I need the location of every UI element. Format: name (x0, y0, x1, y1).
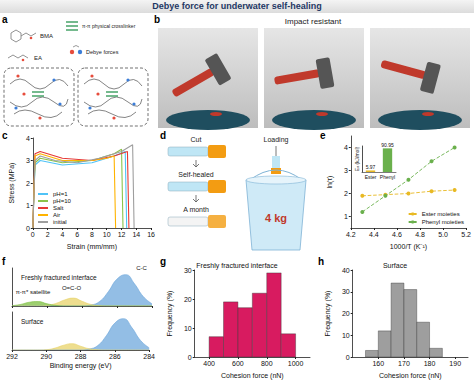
html-text:c: c (2, 130, 8, 141)
svg-text:4.8: 4.8 (415, 231, 425, 238)
svg-text:π-π* satellite: π-π* satellite (16, 289, 51, 295)
svg-text:Salt: Salt (53, 205, 64, 211)
svg-text:0: 0 (188, 354, 192, 361)
svg-text:10: 10 (184, 325, 192, 332)
svg-text:40: 40 (342, 267, 350, 274)
svg-text:Ester moieties: Ester moieties (422, 211, 460, 217)
svg-text:initial: initial (53, 219, 67, 225)
svg-text:Surface: Surface (21, 318, 44, 325)
svg-text:90.95: 90.95 (381, 142, 394, 148)
svg-text:Frequency (%): Frequency (%) (324, 291, 332, 337)
svg-text:Ester: Ester (365, 174, 377, 180)
svg-text:1000/T (K⁻¹): 1000/T (K⁻¹) (390, 243, 427, 251)
svg-text:3: 3 (26, 157, 30, 164)
svg-text:1000: 1000 (288, 360, 304, 367)
svg-text:Self-healed: Self-healed (178, 171, 214, 178)
svg-text:π-π physical crosslinker: π-π physical crosslinker (82, 23, 136, 29)
svg-text:800: 800 (261, 360, 273, 367)
svg-text:Cut: Cut (191, 136, 202, 143)
svg-text:Surface: Surface (383, 262, 407, 269)
svg-text:Impact resistant: Impact resistant (285, 17, 342, 26)
svg-text:4.4: 4.4 (369, 231, 379, 238)
svg-text:290: 290 (40, 353, 52, 360)
svg-text:0: 0 (31, 231, 35, 238)
svg-text:600: 600 (232, 360, 244, 367)
svg-text:400: 400 (203, 360, 215, 367)
html-text:f: f (2, 256, 6, 267)
svg-text:16: 16 (147, 231, 155, 238)
svg-text:284: 284 (143, 353, 155, 360)
svg-text:0: 0 (346, 354, 350, 361)
svg-text:20: 20 (184, 296, 192, 303)
svg-text:4 kg: 4 kg (265, 212, 287, 224)
svg-text:286: 286 (109, 353, 121, 360)
svg-text:2: 2 (26, 180, 30, 187)
svg-text:30: 30 (184, 267, 192, 274)
svg-text:ln(τ): ln(τ) (326, 176, 334, 189)
svg-text:4: 4 (60, 231, 64, 238)
html-text:g: g (160, 256, 167, 267)
svg-text:10: 10 (342, 332, 350, 339)
svg-text:5.2: 5.2 (461, 231, 471, 238)
html-text:h: h (318, 256, 325, 267)
html-text:Debye force for underwater sel: Debye force for underwater self-healing (152, 1, 322, 11)
svg-text:190: 190 (449, 360, 461, 367)
html-text:d: d (160, 130, 167, 141)
svg-text:2: 2 (46, 231, 50, 238)
svg-text:A month: A month (183, 206, 209, 213)
svg-text:292: 292 (6, 353, 18, 360)
html-text:b: b (154, 14, 161, 25)
svg-text:180: 180 (424, 360, 436, 367)
svg-text:160: 160 (372, 360, 384, 367)
svg-text:0: 0 (26, 225, 30, 232)
svg-text:Frequency (%): Frequency (%) (166, 291, 174, 337)
svg-text:EA: EA (34, 55, 42, 61)
svg-text:Phenyl moieties: Phenyl moieties (422, 219, 464, 225)
svg-text:288: 288 (75, 353, 87, 360)
svg-text:3: 3 (344, 167, 348, 174)
svg-text:4.6: 4.6 (392, 231, 402, 238)
svg-text:Loading: Loading (264, 136, 289, 144)
svg-text:BMA: BMA (40, 33, 53, 39)
svg-text:Strain (mm/mm): Strain (mm/mm) (67, 243, 117, 251)
html-text:e: e (320, 130, 326, 141)
svg-text:5.0: 5.0 (438, 231, 448, 238)
svg-text:Phenyl: Phenyl (380, 174, 395, 180)
svg-text:Cohesion force (nN): Cohesion force (nN) (379, 372, 442, 380)
svg-text:Debye forces: Debye forces (86, 49, 119, 55)
svg-text:C-C: C-C (136, 265, 147, 271)
svg-text:1: 1 (26, 202, 30, 209)
svg-text:O=C-O: O=C-O (62, 285, 82, 291)
svg-text:170: 170 (398, 360, 410, 367)
svg-text:Stress (MPa): Stress (MPa) (8, 163, 16, 204)
svg-text:Cohesion force (nN): Cohesion force (nN) (221, 372, 284, 380)
svg-text:pH=10: pH=10 (53, 198, 72, 204)
svg-text:6: 6 (75, 231, 79, 238)
svg-text:30: 30 (342, 288, 350, 295)
svg-text:1: 1 (344, 213, 348, 220)
svg-text:4.2: 4.2 (346, 231, 356, 238)
svg-text:14: 14 (132, 231, 140, 238)
svg-text:10: 10 (103, 231, 111, 238)
svg-text:12: 12 (118, 231, 126, 238)
svg-text:Air: Air (53, 212, 60, 218)
svg-text:8: 8 (90, 231, 94, 238)
svg-text:5.97: 5.97 (366, 164, 376, 170)
svg-text:4: 4 (344, 144, 348, 151)
svg-text:4: 4 (26, 135, 30, 142)
svg-text:Freshly fractured interface: Freshly fractured interface (196, 262, 277, 270)
svg-text:Binding energy (eV): Binding energy (eV) (50, 362, 112, 370)
html-text:a: a (2, 14, 8, 25)
svg-text:Freshly fractured interface: Freshly fractured interface (21, 274, 97, 282)
svg-text:Eₐ (kJ/mol): Eₐ (kJ/mol) (354, 146, 360, 171)
svg-text:20: 20 (342, 310, 350, 317)
svg-text:pH=1: pH=1 (53, 191, 68, 197)
svg-text:2: 2 (344, 190, 348, 197)
